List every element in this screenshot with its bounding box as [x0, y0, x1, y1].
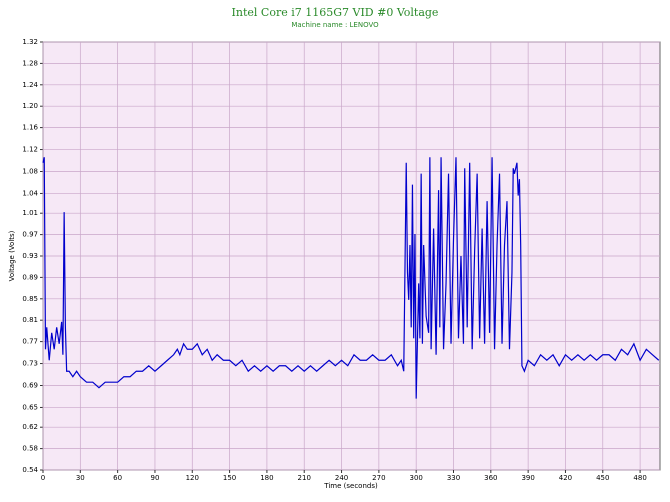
y-tick-label: 1.32 — [22, 38, 38, 46]
y-tick-label: 1.16 — [22, 124, 38, 132]
y-tick-label: 1.08 — [22, 167, 38, 175]
y-tick-label: 1.24 — [22, 81, 38, 89]
y-tick-label: 0.81 — [22, 316, 38, 324]
y-tick-label: 0.73 — [22, 360, 38, 368]
y-tick-label: 1.12 — [22, 146, 38, 154]
y-tick-label: 0.97 — [22, 231, 38, 239]
x-tick-label: 60 — [113, 474, 122, 482]
y-tick-label: 0.85 — [22, 295, 38, 303]
x-tick-label: 330 — [447, 474, 460, 482]
y-tick-label: 0.62 — [22, 423, 38, 431]
x-tick-label: 420 — [559, 474, 572, 482]
y-tick-label: 0.89 — [22, 273, 38, 281]
x-tick-label: 0 — [41, 474, 45, 482]
x-tick-label: 300 — [409, 474, 422, 482]
x-tick-label: 150 — [223, 474, 236, 482]
y-tick-label: 0.69 — [22, 381, 38, 389]
x-tick-label: 210 — [298, 474, 311, 482]
x-tick-label: 30 — [76, 474, 85, 482]
y-tick-label: 0.77 — [22, 338, 38, 346]
y-tick-label: 1.04 — [22, 189, 38, 197]
x-tick-label: 90 — [150, 474, 159, 482]
x-tick-label: 180 — [260, 474, 273, 482]
x-tick-label: 120 — [186, 474, 199, 482]
x-tick-label: 450 — [596, 474, 609, 482]
y-axis-label: Voltage (Volts) — [8, 230, 16, 281]
data-line — [42, 157, 660, 399]
x-tick-label: 480 — [633, 474, 646, 482]
x-axis-label: Time (seconds) — [323, 482, 378, 490]
y-tick-label: 1.20 — [22, 102, 38, 110]
y-tick-label: 1.28 — [22, 59, 38, 67]
y-tick-label: 1.01 — [22, 209, 38, 217]
chart-subtitle: Machine name : LENOVO — [291, 21, 379, 29]
y-tick-label: 0.65 — [22, 403, 38, 411]
x-tick-label: 360 — [484, 474, 497, 482]
y-tick-label: 0.93 — [22, 252, 38, 260]
y-tick-label: 0.58 — [22, 445, 38, 453]
x-tick-label: 270 — [372, 474, 385, 482]
x-tick-label: 240 — [335, 474, 348, 482]
chart-title: Intel Core i7 1165G7 VID #0 Voltage — [232, 6, 439, 19]
y-tick-label: 0.54 — [22, 466, 38, 474]
x-tick-label: 390 — [521, 474, 534, 482]
